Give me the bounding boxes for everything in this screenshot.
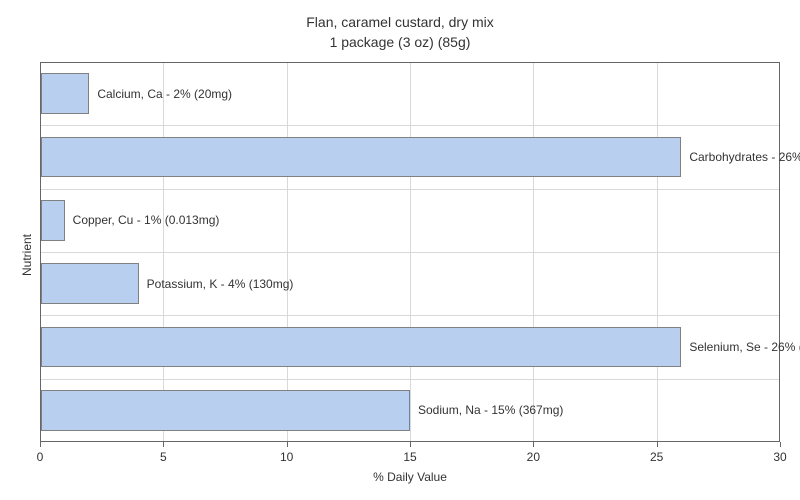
nutrient-bar-label: Calcium, Ca - 2% (20mg)	[97, 87, 232, 101]
x-tick-label: 25	[650, 450, 663, 464]
nutrient-bar-label: Carbohydrates - 26% (77.86g)	[689, 150, 800, 164]
x-tick-label: 15	[403, 450, 416, 464]
nutrient-bar	[41, 390, 410, 431]
chart-title-line2: 1 package (3 oz) (85g)	[0, 34, 800, 50]
x-tick-label: 0	[37, 450, 44, 464]
gridline-horizontal	[41, 379, 779, 380]
gridline-horizontal	[41, 189, 779, 190]
nutrient-bar	[41, 137, 681, 178]
x-tick-mark	[163, 442, 164, 447]
nutrient-bar	[41, 327, 681, 368]
y-axis-label: Nutrient	[20, 234, 34, 276]
x-axis-label: % Daily Value	[40, 470, 780, 484]
x-tick-label: 10	[280, 450, 293, 464]
nutrient-bar	[41, 200, 65, 241]
x-tick-label: 30	[773, 450, 786, 464]
x-tick-mark	[287, 442, 288, 447]
gridline-horizontal	[41, 315, 779, 316]
x-tick-mark	[533, 442, 534, 447]
x-tick-mark	[780, 442, 781, 447]
nutrient-bar-label: Potassium, K - 4% (130mg)	[147, 277, 294, 291]
nutrient-bar	[41, 73, 89, 114]
x-tick-label: 5	[160, 450, 167, 464]
x-tick-mark	[410, 442, 411, 447]
nutrient-bar-label: Copper, Cu - 1% (0.013mg)	[73, 213, 220, 227]
nutrient-bar	[41, 263, 139, 304]
nutrient-chart: Flan, caramel custard, dry mix 1 package…	[0, 0, 800, 500]
x-tick-mark	[40, 442, 41, 447]
x-tick-mark	[657, 442, 658, 447]
nutrient-bar-label: Sodium, Na - 15% (367mg)	[418, 403, 563, 417]
x-tick-label: 20	[527, 450, 540, 464]
chart-title-line1: Flan, caramel custard, dry mix	[0, 14, 800, 30]
nutrient-bar-label: Selenium, Se - 26% (18.1mcg)	[689, 340, 800, 354]
gridline-horizontal	[41, 252, 779, 253]
gridline-horizontal	[41, 125, 779, 126]
